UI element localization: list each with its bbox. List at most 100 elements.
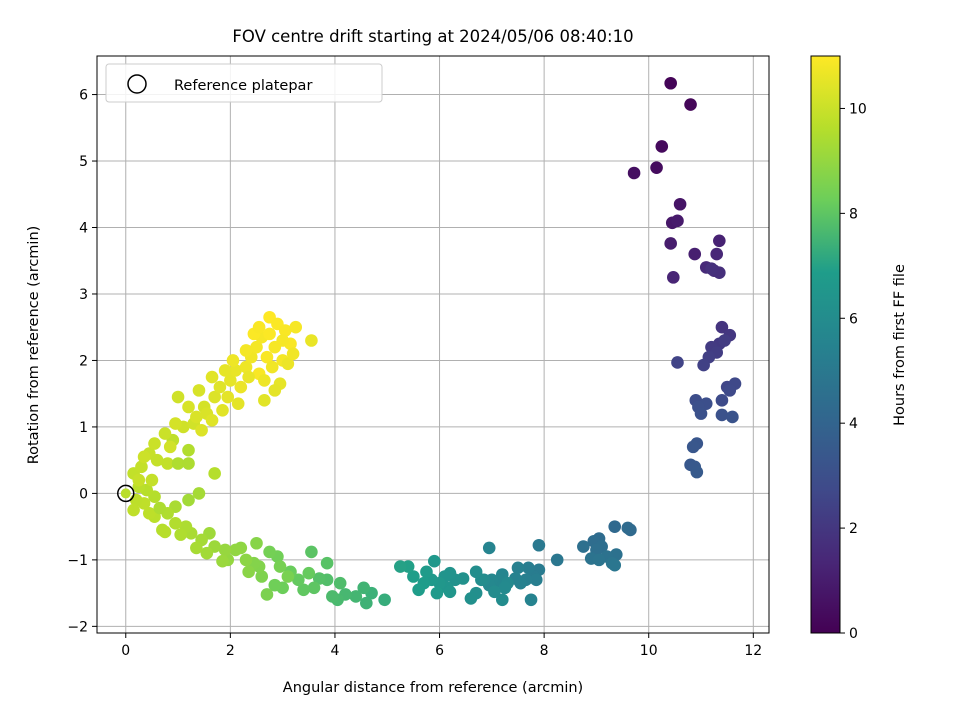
data-point: [688, 247, 702, 261]
data-point: [511, 561, 525, 575]
y-axis-ticks: −2 −1 0 1 2 3 4 5 6: [67, 88, 97, 635]
data-point: [713, 234, 726, 248]
colorbar-ticks: 0 2 4 6 8 10: [840, 101, 867, 642]
data-point: [326, 590, 339, 603]
data-point: [218, 364, 232, 377]
data-point: [498, 581, 512, 595]
data-point: [229, 543, 242, 557]
data-point: [394, 560, 407, 573]
chart-title: FOV centre drift starting at 2024/05/06 …: [232, 27, 633, 46]
data-point: [239, 553, 253, 567]
data-point: [192, 487, 206, 500]
data-point: [412, 583, 425, 597]
data-point: [127, 503, 140, 517]
data-point: [715, 408, 729, 422]
data-point: [263, 545, 276, 559]
data-point: [216, 554, 229, 568]
data-point: [305, 334, 318, 347]
data-point: [268, 384, 282, 397]
data-point: [231, 397, 245, 410]
data-point: [250, 536, 263, 550]
y-tick-label: 5: [79, 154, 88, 170]
data-point: [608, 558, 622, 572]
data-point: [697, 358, 710, 372]
data-point: [153, 501, 167, 515]
data-point: [258, 374, 271, 387]
colorbar-label: Hours from first FF file: [892, 264, 908, 426]
data-point: [252, 320, 266, 334]
data-point: [182, 493, 195, 507]
data-point: [428, 554, 441, 568]
data-point: [482, 541, 496, 555]
data-point: [420, 565, 433, 579]
data-point: [148, 437, 161, 450]
y-tick-label: 3: [79, 287, 88, 303]
data-point: [171, 390, 185, 404]
data-point: [443, 585, 457, 599]
data-point: [320, 556, 334, 570]
data-point: [281, 357, 295, 371]
data-point: [182, 400, 195, 414]
y-tick-label: 4: [79, 221, 88, 237]
y-tick-label: 1: [79, 420, 88, 436]
data-point: [664, 76, 677, 90]
colorbar-tick-label: 2: [849, 521, 858, 537]
x-tick-label: 2: [226, 643, 235, 659]
data-point: [255, 570, 269, 583]
data-point: [608, 520, 622, 533]
data-point: [495, 593, 509, 607]
data-point: [242, 370, 255, 384]
data-point: [190, 541, 203, 555]
data-point: [205, 370, 219, 384]
data-point: [684, 98, 697, 111]
data-point: [224, 374, 237, 387]
data-point: [213, 380, 227, 394]
data-point: [407, 570, 420, 583]
data-points: [120, 76, 742, 610]
data-point: [550, 553, 564, 567]
colorbar: 0 2 4 6 8 10 Hours from first FF file: [810, 55, 908, 642]
data-point: [686, 440, 700, 454]
y-tick-label: −2: [67, 619, 88, 635]
x-axis-ticks: 0 2 4 6 8 10 12: [121, 633, 762, 659]
data-point: [673, 197, 687, 211]
data-point: [307, 581, 321, 595]
y-tick-label: 0: [79, 486, 88, 502]
data-point: [666, 271, 680, 284]
data-point: [488, 585, 501, 599]
data-point: [627, 166, 641, 180]
data-point: [378, 593, 391, 607]
colorbar-tick-label: 8: [849, 206, 858, 222]
x-tick-label: 6: [435, 643, 444, 659]
data-point: [132, 473, 146, 487]
x-tick-label: 12: [744, 643, 762, 659]
y-tick-label: 2: [79, 353, 88, 369]
colorbar-tick-label: 0: [849, 626, 858, 642]
y-tick-label: −1: [67, 553, 88, 569]
data-point: [278, 324, 292, 337]
data-point: [234, 380, 248, 394]
data-point: [169, 517, 182, 530]
data-point: [174, 528, 187, 541]
data-point: [145, 473, 159, 487]
legend-marker: [127, 74, 147, 94]
data-point: [312, 572, 326, 585]
data-point: [239, 344, 253, 357]
reference-point-fill: [120, 488, 131, 499]
data-point: [208, 390, 221, 404]
data-point: [305, 545, 318, 559]
data-point: [142, 507, 156, 520]
x-tick-label: 4: [330, 643, 339, 659]
data-point: [158, 427, 172, 440]
data-point: [302, 566, 316, 580]
data-point: [726, 410, 739, 424]
legend-box: [105, 63, 383, 103]
data-point: [357, 581, 371, 595]
data-point: [163, 440, 177, 454]
data-point: [718, 334, 731, 347]
colorbar-tick-label: 6: [849, 311, 858, 327]
data-point: [221, 390, 235, 404]
data-point: [268, 578, 282, 592]
data-point: [158, 525, 172, 539]
